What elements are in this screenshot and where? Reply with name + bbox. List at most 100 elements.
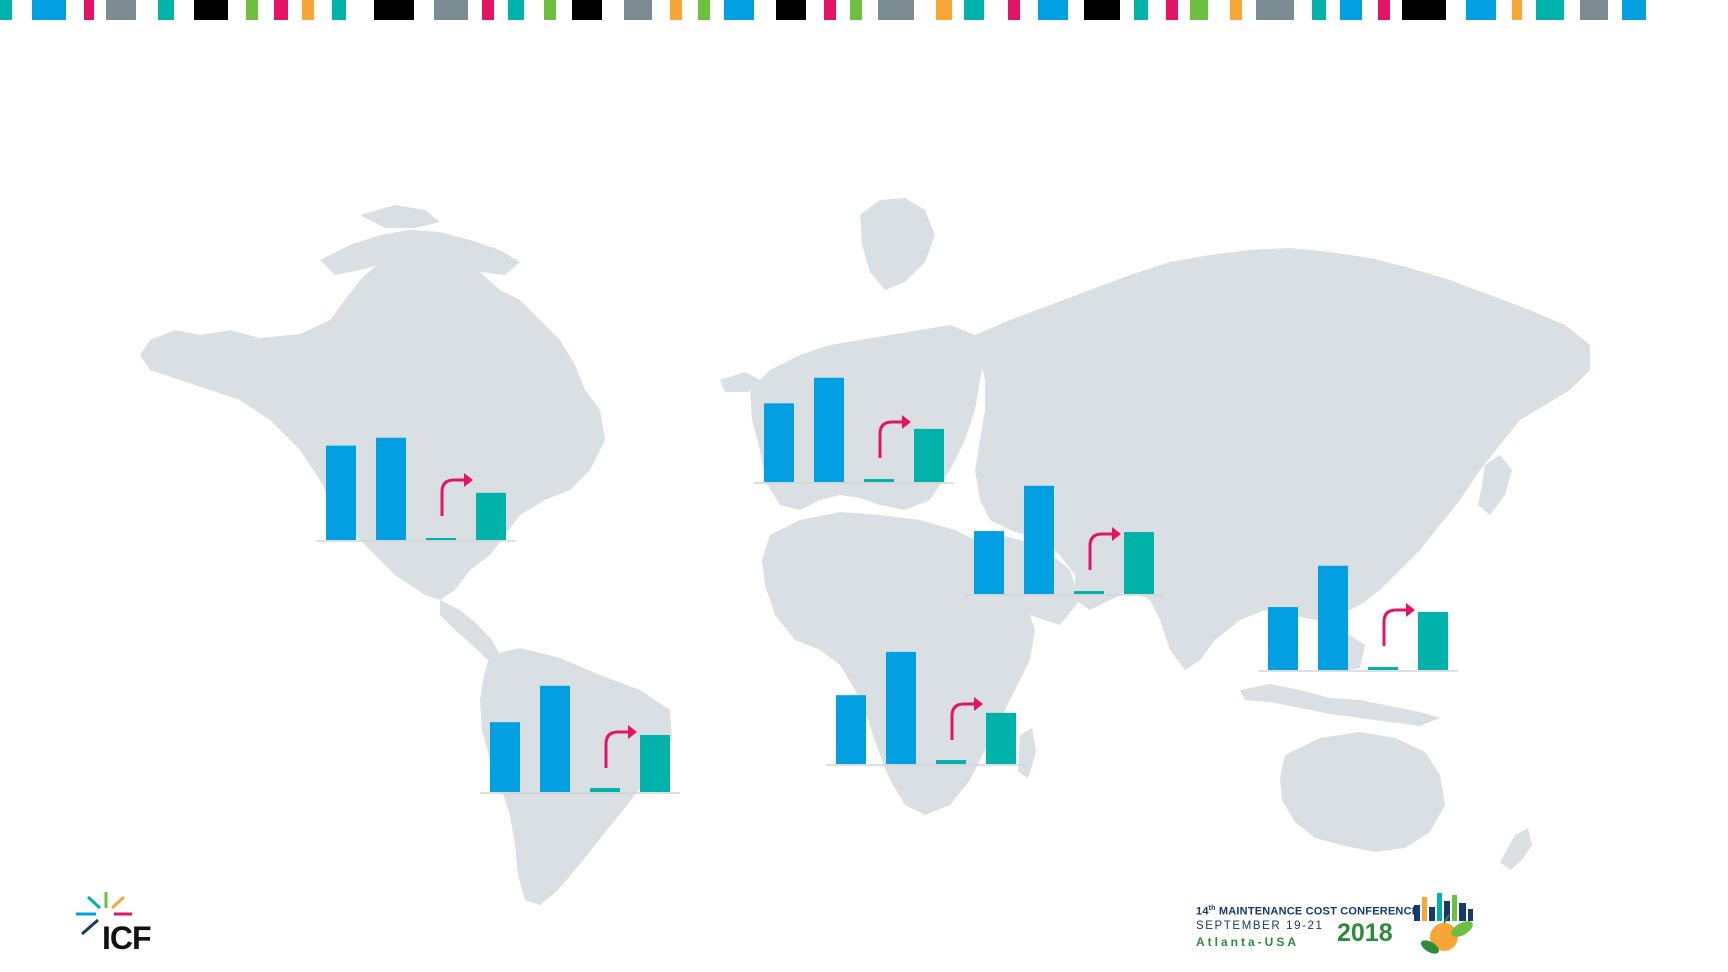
stripe-segment (544, 0, 556, 20)
stripe-segment (698, 0, 710, 20)
conference-location: Atlanta-USA (1196, 935, 1300, 949)
icf-logo-burst-icon (76, 892, 132, 936)
top-color-stripe (0, 0, 1646, 20)
growth-arrow-icon (1088, 532, 1114, 570)
stripe-segment (1230, 0, 1242, 20)
stripe-segment (0, 0, 12, 20)
stripe-segment (824, 0, 836, 20)
bar-1 (490, 722, 520, 792)
stripe-segment (1402, 0, 1446, 20)
stripe-segment (158, 0, 174, 20)
chart-europe (754, 362, 954, 486)
stripe-segment (850, 0, 862, 20)
bar-1 (326, 445, 356, 540)
bar-2 (814, 377, 844, 482)
bar-4 (476, 492, 506, 540)
growth-arrow-icon (604, 730, 630, 768)
bar-3 (590, 788, 620, 792)
arctic-islands-shape-2 (360, 205, 440, 228)
new-zealand-shape (1500, 828, 1532, 870)
iceland-shape (720, 372, 760, 392)
stripe-segment (878, 0, 914, 20)
stripe-segment (1134, 0, 1148, 20)
chart-north-america (316, 420, 516, 544)
stripe-segment (1256, 0, 1294, 20)
chart-africa (826, 644, 1026, 768)
bar-4 (1124, 532, 1154, 594)
growth-arrowhead-icon (464, 473, 473, 487)
stripe-segment (434, 0, 468, 20)
bar-3 (426, 538, 456, 540)
stripe-segment (624, 0, 652, 20)
indonesia-shape (1240, 684, 1440, 726)
peach-skyline-icon (1414, 893, 1473, 954)
bar-2 (886, 651, 916, 764)
chart-latin-america (480, 672, 680, 796)
stripe-segment (1580, 0, 1608, 20)
stripe-segment (1536, 0, 1564, 20)
bar-2 (1318, 565, 1348, 670)
stripe-segment (1512, 0, 1522, 20)
bar-2 (1024, 485, 1054, 594)
growth-arrowhead-icon (1112, 527, 1121, 541)
chart-asia-pacific (1258, 550, 1458, 674)
stripe-segment (302, 0, 314, 20)
conference-year: 2018 (1337, 919, 1393, 947)
growth-arrowhead-icon (974, 697, 983, 711)
stripe-segment (1378, 0, 1390, 20)
bar-3 (1368, 667, 1398, 670)
stripe-segment (84, 0, 94, 20)
stripe-segment (1312, 0, 1326, 20)
stripe-segment (1084, 0, 1120, 20)
growth-arrowhead-icon (628, 725, 637, 739)
growth-arrowhead-icon (902, 415, 911, 429)
bar-2 (540, 685, 570, 792)
growth-arrow-icon (1382, 608, 1408, 646)
chart-middle-east (964, 474, 1164, 598)
stripe-segment (1622, 0, 1646, 20)
stripe-segment (670, 0, 682, 20)
stripe-segment (106, 0, 136, 20)
bar-4 (914, 428, 944, 482)
growth-arrow-icon (950, 702, 976, 740)
growth-arrowhead-icon (1406, 603, 1415, 617)
growth-arrow-icon (878, 420, 904, 458)
south-america-shape (480, 648, 672, 905)
conference-logo: 14th MAINTENANCE COST CONFERENCE SEPTEMB… (1196, 885, 1506, 965)
conference-dates: SEPTEMBER 19-21 (1196, 920, 1324, 932)
stripe-segment (1038, 0, 1068, 20)
stripe-segment (332, 0, 346, 20)
stripe-segment (724, 0, 754, 20)
stripe-segment (1008, 0, 1020, 20)
japan-shape (1478, 455, 1512, 515)
stripe-segment (32, 0, 66, 20)
bar-4 (1418, 611, 1448, 670)
bar-1 (1268, 607, 1298, 670)
stripe-segment (572, 0, 602, 20)
stripe-segment (1166, 0, 1178, 20)
icf-logo-text: ICF (102, 920, 152, 956)
bar-3 (864, 479, 894, 482)
stripe-segment (194, 0, 228, 20)
bar-4 (986, 712, 1016, 764)
bar-3 (936, 760, 966, 764)
bar-3 (1074, 591, 1104, 594)
stripe-segment (964, 0, 984, 20)
stripe-segment (1190, 0, 1208, 20)
stripe-segment (482, 0, 494, 20)
bar-4 (640, 734, 670, 792)
growth-arrow-icon (440, 478, 466, 516)
arctic-islands-shape (320, 230, 520, 275)
stripe-segment (936, 0, 952, 20)
stripe-segment (246, 0, 258, 20)
stripe-segment (1340, 0, 1362, 20)
central-america-shape (440, 600, 500, 660)
conference-title: 14th MAINTENANCE COST CONFERENCE (1196, 905, 1420, 918)
uk-shape (760, 370, 780, 410)
bar-1 (974, 531, 1004, 594)
bar-1 (836, 695, 866, 764)
stripe-segment (1466, 0, 1496, 20)
stripe-segment (508, 0, 524, 20)
greenland-shape (860, 198, 935, 290)
